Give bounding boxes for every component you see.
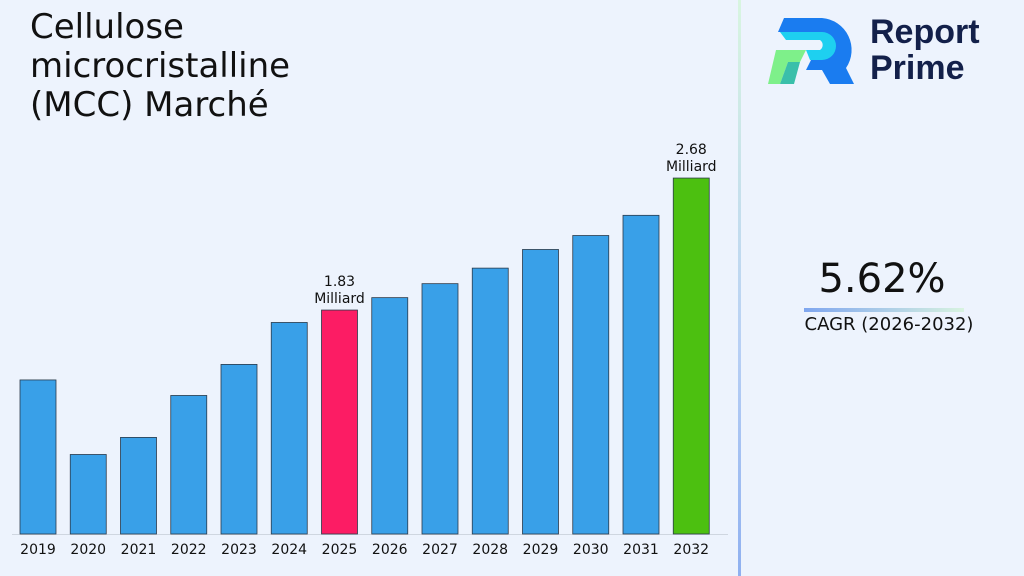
x-tick-label: 2027 [422,542,458,558]
data-label-unit: Milliard [314,291,365,307]
cagr-label: CAGR (2026-2032) [804,314,974,335]
x-tick-label: 2025 [322,542,358,558]
data-label-unit: Milliard [666,159,717,175]
x-tick-label: 2021 [121,542,157,558]
cagr-underline [804,308,964,312]
x-tick-label: 2026 [372,542,408,558]
brand-line-1: Report [870,13,980,51]
bar-2025 [321,309,358,535]
x-tick-label: 2032 [673,542,709,558]
data-label-value: 2.68 [676,142,707,158]
data-label-value: 1.83 [324,274,355,290]
x-tick-label: 2022 [171,542,207,558]
bar-2024 [270,322,308,535]
brand-name: Report Prime [870,14,980,86]
chart-title: Cellulose microcristalline (MCC) Marché [30,7,291,125]
bar-2029 [522,249,559,535]
bar-2021 [120,437,157,535]
bar-2019 [19,379,57,535]
x-tick-label: 2023 [221,542,257,558]
bar-2026 [371,297,409,535]
brand-line-2: Prime [870,49,965,87]
x-tick-label: 2024 [271,542,307,558]
x-tick-label: 2029 [523,542,559,558]
bar-2022 [170,395,208,535]
bar-2030 [572,235,610,535]
x-tick-label: 2031 [623,542,659,558]
bar-2031 [622,214,660,535]
bar-2020 [69,454,107,535]
bar-2027 [421,283,459,535]
x-tick-label: 2030 [573,542,609,558]
x-tick-label: 2028 [472,542,508,558]
bar-2023 [220,364,258,535]
x-tick-label: 2020 [70,542,106,558]
x-tick-label: 2019 [20,542,56,558]
divider [738,0,741,576]
bar-chart: 2019 2020 2021 2022 2023 2024 20251.83Milliard… [12,142,728,558]
report-prime-logo-icon [768,18,854,84]
bar-2032 [672,177,710,535]
bar-2028 [471,267,509,535]
cagr-value: 5.62% [818,256,946,302]
